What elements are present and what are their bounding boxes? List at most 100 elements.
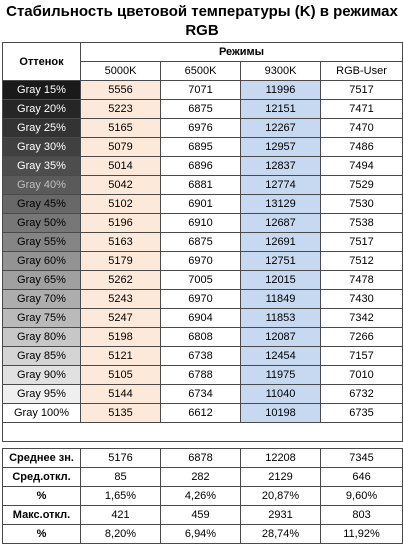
gray-level-label: Gray 45% — [2, 194, 81, 214]
gray-level-label: Gray 90% — [2, 365, 81, 385]
value-cell: 5042 — [80, 175, 161, 195]
value-cell: 5135 — [80, 403, 161, 423]
stats-value-cell: 2129 — [240, 467, 321, 487]
gray-level-label: Gray 25% — [2, 118, 81, 138]
value-cell: 7494 — [319, 156, 404, 176]
value-cell: 13129 — [240, 194, 321, 214]
gray-level-label: Gray 80% — [2, 327, 81, 347]
table-row: Gray 55% 5163 6875 12691 7517 — [2, 232, 404, 252]
separator-row — [1, 422, 404, 442]
chart-title: Стабильность цветовой температуры (K) в … — [0, 0, 404, 42]
value-cell: 12774 — [240, 175, 321, 195]
stats-value-cell: 11,92% — [319, 524, 404, 544]
stats-value-cell: 803 — [319, 505, 404, 525]
table-row: Gray 85% 5121 6738 12454 7157 — [2, 346, 404, 366]
table-row: Gray 95% 5144 6734 11040 6732 — [2, 384, 404, 404]
stats-value-cell: 1,65% — [80, 486, 161, 506]
value-cell: 7010 — [319, 365, 404, 385]
value-cell: 12267 — [240, 118, 321, 138]
value-cell: 6970 — [160, 289, 241, 309]
value-cell: 7342 — [319, 308, 404, 328]
value-cell: 5179 — [80, 251, 161, 271]
stats-label: Среднее зн. — [2, 448, 81, 468]
value-cell: 6976 — [160, 118, 241, 138]
table-row: Gray 30% 5079 6895 12957 7486 — [2, 137, 404, 157]
gray-level-label: Gray 15% — [2, 80, 81, 100]
stats-value-cell: 20,87% — [240, 486, 321, 506]
column-header-9300k: 9300K — [240, 61, 321, 81]
color-temperature-table: Оттенок Режимы 5000K 6500K 9300K RGB-Use… — [1, 42, 404, 544]
gray-level-label: Gray 70% — [2, 289, 81, 309]
value-cell: 5243 — [80, 289, 161, 309]
value-cell: 6910 — [160, 213, 241, 233]
value-cell: 5121 — [80, 346, 161, 366]
stats-value-cell: 2931 — [240, 505, 321, 525]
gap-row — [3, 442, 403, 449]
gap-cell — [3, 442, 403, 449]
stats-label: % — [2, 486, 81, 506]
value-cell: 6904 — [160, 308, 241, 328]
value-cell: 12687 — [240, 213, 321, 233]
value-cell: 12751 — [240, 251, 321, 271]
stats-row: Среднее зн. 5176 6878 12208 7345 — [2, 448, 404, 468]
value-cell: 7157 — [319, 346, 404, 366]
stats-value-cell: 28,74% — [240, 524, 321, 544]
value-cell: 7486 — [319, 137, 404, 157]
chart-title-line2: RGB — [185, 22, 219, 39]
value-cell: 5144 — [80, 384, 161, 404]
value-cell: 7478 — [319, 270, 404, 290]
value-cell: 7517 — [319, 232, 404, 252]
stats-row: Сред.откл. 85 282 2129 646 — [2, 467, 404, 487]
gray-rows: Gray 15% 5556 7071 11996 7517 Gray 20% 5223 687… — [1, 80, 404, 442]
value-cell: 12015 — [240, 270, 321, 290]
value-cell: 6732 — [319, 384, 404, 404]
stats-label: Сред.откл. — [2, 467, 81, 487]
stats-value-cell: 8,20% — [80, 524, 161, 544]
table-row: Gray 40% 5042 6881 12774 7529 — [2, 175, 404, 195]
stats-value-cell: 6,94% — [160, 524, 241, 544]
gray-level-label: Gray 100% — [2, 403, 81, 423]
stats-value-cell: 85 — [80, 467, 161, 487]
gray-level-label: Gray 75% — [2, 308, 81, 328]
value-cell: 6896 — [160, 156, 241, 176]
table-row: Gray 75% 5247 6904 11853 7342 — [2, 308, 404, 328]
value-cell: 5102 — [80, 194, 161, 214]
stats-value-cell: 7345 — [319, 448, 404, 468]
gray-level-label: Gray 20% — [2, 99, 81, 119]
stats-value-cell: 5176 — [80, 448, 161, 468]
table-row: Gray 15% 5556 7071 11996 7517 — [2, 80, 404, 100]
value-cell: 10198 — [240, 403, 321, 423]
table-row: Gray 35% 5014 6896 12837 7494 — [2, 156, 404, 176]
value-cell: 6734 — [160, 384, 241, 404]
stats-row: Макс.откл. 421 459 2931 803 — [2, 505, 404, 525]
value-cell: 12151 — [240, 99, 321, 119]
gray-level-label: Gray 50% — [2, 213, 81, 233]
table-row: Gray 90% 5105 6788 11975 7010 — [2, 365, 404, 385]
value-cell: 5196 — [80, 213, 161, 233]
value-cell: 7529 — [319, 175, 404, 195]
stats-value-cell: 421 — [80, 505, 161, 525]
value-cell: 11849 — [240, 289, 321, 309]
value-cell: 7430 — [319, 289, 404, 309]
value-cell: 12837 — [240, 156, 321, 176]
value-cell: 6612 — [160, 403, 241, 423]
value-cell: 5165 — [80, 118, 161, 138]
stats-value-cell: 459 — [160, 505, 241, 525]
value-cell: 12454 — [240, 346, 321, 366]
value-cell: 6895 — [160, 137, 241, 157]
table-row: Gray 45% 5102 6901 13129 7530 — [2, 194, 404, 214]
modes-header: Режимы — [79, 42, 404, 62]
gray-level-label: Gray 55% — [2, 232, 81, 252]
value-cell: 12087 — [240, 327, 321, 347]
value-cell: 5079 — [80, 137, 161, 157]
gray-level-label: Gray 95% — [2, 384, 81, 404]
value-cell: 11853 — [240, 308, 321, 328]
stats-label: Макс.откл. — [2, 505, 81, 525]
value-cell: 12691 — [240, 232, 321, 252]
table-row: Gray 80% 5198 6808 12087 7266 — [2, 327, 404, 347]
value-cell: 5014 — [80, 156, 161, 176]
value-cell: 6970 — [160, 251, 241, 271]
table-row: Gray 20% 5223 6875 12151 7471 — [2, 99, 404, 119]
value-cell: 6901 — [160, 194, 241, 214]
value-cell: 7470 — [319, 118, 404, 138]
